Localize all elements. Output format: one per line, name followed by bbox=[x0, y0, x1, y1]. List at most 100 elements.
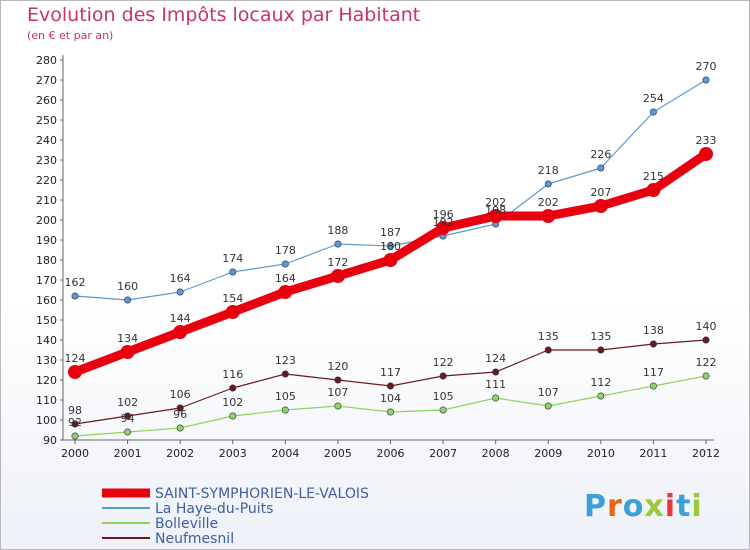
legend-label: La Haye-du-Puits bbox=[155, 501, 273, 517]
legend-label: Neufmesnil bbox=[155, 531, 234, 547]
x-tick-label: 2011 bbox=[639, 447, 667, 460]
y-tick-label: 220 bbox=[36, 174, 57, 187]
data-point bbox=[124, 428, 132, 436]
data-label: 144 bbox=[170, 312, 191, 325]
data-point bbox=[71, 432, 79, 440]
y-tick-label: 200 bbox=[36, 214, 57, 227]
data-point bbox=[649, 340, 657, 348]
y-tick-label: 280 bbox=[36, 54, 57, 67]
data-label: 202 bbox=[538, 196, 559, 209]
y-tick-label: 180 bbox=[36, 254, 57, 267]
legend-label: Bolleville bbox=[155, 516, 218, 532]
data-point bbox=[386, 242, 394, 250]
data-point bbox=[649, 382, 657, 390]
data-label: 98 bbox=[68, 404, 82, 417]
data-point bbox=[281, 406, 289, 414]
data-point bbox=[176, 424, 184, 432]
data-label: 178 bbox=[275, 244, 296, 257]
data-point bbox=[176, 404, 184, 412]
data-point bbox=[702, 372, 710, 380]
data-point bbox=[330, 269, 345, 283]
data-label: 102 bbox=[222, 396, 243, 409]
data-label: 233 bbox=[696, 134, 717, 147]
data-point bbox=[702, 336, 710, 344]
data-label: 215 bbox=[643, 170, 664, 183]
y-tick-label: 250 bbox=[36, 114, 57, 127]
data-point bbox=[492, 394, 500, 402]
y-tick-label: 240 bbox=[36, 134, 57, 147]
data-point bbox=[383, 253, 398, 267]
y-tick-label: 210 bbox=[36, 194, 57, 207]
data-point bbox=[334, 240, 342, 248]
data-label: 270 bbox=[696, 60, 717, 73]
data-point bbox=[120, 345, 135, 359]
x-tick-label: 2012 bbox=[692, 447, 720, 460]
data-point bbox=[278, 285, 293, 299]
data-point bbox=[699, 147, 713, 161]
data-point bbox=[68, 365, 82, 379]
data-point bbox=[124, 296, 132, 304]
data-label: 164 bbox=[170, 272, 191, 285]
data-point bbox=[646, 183, 661, 197]
data-point bbox=[597, 392, 605, 400]
data-point bbox=[439, 406, 447, 414]
data-label: 92 bbox=[68, 416, 82, 429]
data-label: 174 bbox=[222, 252, 243, 265]
data-point bbox=[492, 368, 500, 376]
data-point bbox=[334, 376, 342, 384]
data-label: 160 bbox=[117, 280, 138, 293]
y-tick-label: 140 bbox=[36, 334, 57, 347]
data-label: 117 bbox=[380, 366, 401, 379]
data-point bbox=[124, 412, 132, 420]
y-tick-label: 270 bbox=[36, 74, 57, 87]
data-label: 164 bbox=[275, 272, 296, 285]
data-label: 180 bbox=[380, 240, 401, 253]
data-label: 140 bbox=[696, 320, 717, 333]
data-label: 111 bbox=[485, 378, 506, 391]
data-point bbox=[386, 382, 394, 390]
data-point bbox=[173, 325, 188, 339]
data-label: 218 bbox=[538, 164, 559, 177]
data-point bbox=[334, 402, 342, 410]
y-tick-label: 170 bbox=[36, 274, 57, 287]
data-label: 134 bbox=[117, 332, 138, 345]
data-label: 105 bbox=[433, 390, 454, 403]
x-tick-label: 2002 bbox=[166, 447, 194, 460]
y-tick-label: 100 bbox=[36, 414, 57, 427]
data-point bbox=[281, 260, 289, 268]
data-point bbox=[229, 268, 237, 276]
x-tick-label: 2007 bbox=[429, 447, 457, 460]
data-label: 138 bbox=[643, 324, 664, 337]
data-label: 96 bbox=[173, 408, 187, 421]
y-tick-label: 260 bbox=[36, 94, 57, 107]
x-tick-label: 2006 bbox=[377, 447, 405, 460]
data-label: 107 bbox=[327, 386, 348, 399]
data-label: 117 bbox=[643, 366, 664, 379]
y-tick-label: 150 bbox=[36, 314, 57, 327]
data-label: 226 bbox=[590, 148, 611, 161]
data-point bbox=[593, 199, 608, 213]
data-label: 106 bbox=[170, 388, 191, 401]
data-point bbox=[488, 209, 503, 223]
y-tick-label: 120 bbox=[36, 374, 57, 387]
data-point bbox=[71, 292, 79, 300]
data-label: 122 bbox=[433, 356, 454, 369]
y-tick-label: 90 bbox=[43, 434, 57, 447]
data-label: 122 bbox=[696, 356, 717, 369]
data-point bbox=[71, 420, 79, 428]
x-tick-label: 2004 bbox=[271, 447, 299, 460]
data-label: 188 bbox=[327, 224, 348, 237]
y-tick-label: 190 bbox=[36, 234, 57, 247]
data-label: 112 bbox=[590, 376, 611, 389]
data-label: 102 bbox=[117, 396, 138, 409]
data-label: 207 bbox=[590, 186, 611, 199]
data-label: 154 bbox=[222, 292, 243, 305]
data-point bbox=[229, 384, 237, 392]
data-label: 198 bbox=[485, 204, 506, 217]
data-label: 124 bbox=[485, 352, 506, 365]
data-point bbox=[702, 76, 710, 84]
data-label: 94 bbox=[121, 412, 135, 425]
legend-label: SAINT-SYMPHORIEN-LE-VALOIS bbox=[155, 486, 369, 502]
